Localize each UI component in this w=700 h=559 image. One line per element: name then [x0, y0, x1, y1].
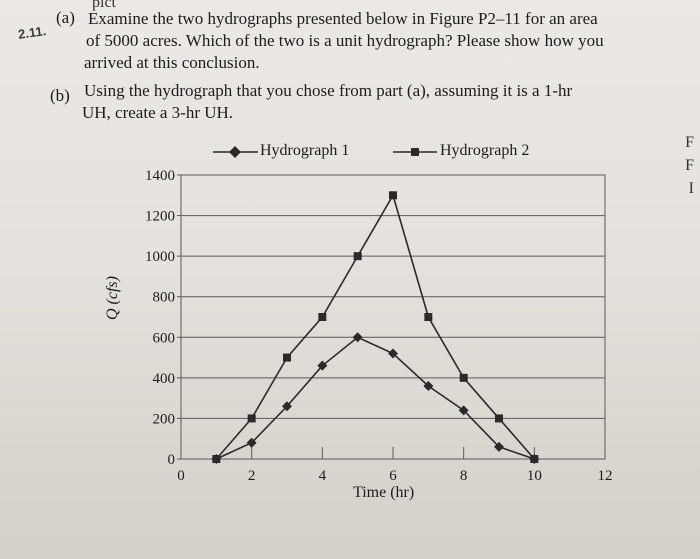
data-point-square [389, 191, 397, 200]
data-point-diamond [388, 348, 398, 359]
data-point-square [212, 455, 221, 463]
y-tick-label: 600 [153, 330, 176, 346]
y-tick-label: 1400 [145, 168, 175, 184]
part-b-line: Using the hydrograph that you chose from… [84, 81, 573, 100]
x-tick-label: 8 [460, 468, 468, 484]
legend-label-hydrograph-2: Hydrograph 2 [440, 142, 530, 159]
data-point-diamond [317, 360, 328, 371]
y-tick-label: 1200 [145, 209, 175, 225]
plot-frame [180, 174, 606, 460]
data-point-diamond [352, 332, 363, 343]
part-b-label: (b) [50, 86, 70, 105]
part-a-line: of 5000 acres. Which of the two is a uni… [86, 31, 604, 50]
cropped-text-fragment: pict [92, 0, 116, 11]
data-point-square [283, 353, 291, 362]
data-point-diamond [423, 380, 434, 391]
x-tick-label: 0 [177, 468, 185, 484]
y-axis-label: Q (cfs) [104, 276, 121, 320]
data-point-diamond [458, 405, 469, 416]
y-tick-label: 800 [153, 290, 176, 306]
y-tick-label: 1000 [145, 249, 175, 265]
data-point-square [530, 455, 539, 463]
edge-letter: I [688, 180, 694, 197]
data-point-square [495, 414, 503, 423]
data-point-diamond [246, 437, 257, 448]
part-b-text: Using the hydrograph that you chose from… [80, 80, 690, 124]
x-tick-label: 12 [598, 468, 613, 484]
part-b-line: UH, create a 3-hr UH. [82, 103, 234, 122]
edge-letter: F [685, 134, 694, 151]
y-tick-label: 0 [168, 452, 176, 468]
y-tick-label: 400 [153, 371, 176, 387]
part-a-line: arrived at this conclusion. [84, 53, 260, 72]
data-point-diamond [494, 441, 504, 452]
part-a-line: Examine the two hydrographs presented be… [88, 9, 598, 28]
legend-label-hydrograph-1: Hydrograph 1 [260, 142, 350, 159]
legend-marker-diamond [229, 146, 241, 158]
series-line-2 [215, 193, 535, 460]
x-axis-label: Time (hr) [353, 484, 415, 501]
data-point-square [318, 313, 327, 321]
data-point-square [459, 373, 468, 382]
legend-marker-square [411, 148, 419, 156]
data-point-square [353, 252, 362, 261]
x-tick-label: 6 [389, 468, 397, 484]
data-point-square [424, 313, 433, 321]
part-a-text: Examine the two hydrographs presented be… [84, 4, 684, 74]
x-tick-label: 4 [319, 468, 327, 484]
y-tick-label: 200 [153, 411, 176, 427]
part-a-label: (a) [56, 8, 75, 27]
x-tick-label: 10 [527, 468, 542, 484]
edge-letter: F [685, 157, 694, 174]
data-point-square [247, 414, 256, 423]
data-point-diamond [282, 401, 292, 412]
series-line-1 [215, 336, 535, 460]
x-tick-label: 2 [248, 468, 256, 484]
